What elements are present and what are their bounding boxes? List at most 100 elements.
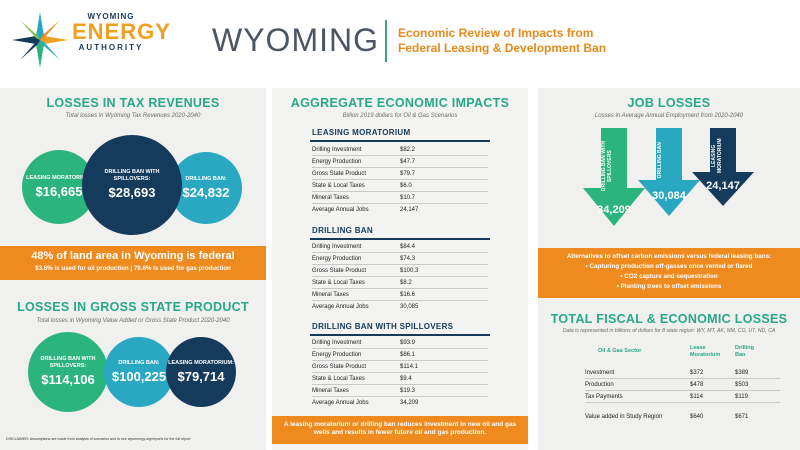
table-row: Gross State Product $114.1 (312, 362, 488, 373)
row-key: State & Local Taxes (312, 280, 365, 286)
row-key: Value added in Study Region (585, 414, 663, 420)
row-lease-value: $478 (690, 382, 704, 388)
tax-circle-drilling-ban: DRILLING BAN: $24,832 (170, 152, 242, 224)
section-rule (310, 334, 490, 336)
row-key: Average Annual Jobs (312, 207, 369, 213)
tax-circle-drilling-ban-spillovers: DRILLING BAN WITH SPILLOVERS: $28,693 (82, 135, 182, 235)
circle-value: $114,106 (41, 372, 95, 387)
arrow-label: DRILLING BAN WITH SPILLOVERS (601, 141, 613, 191)
fiscal-title: TOTAL FISCAL & ECONOMIC LOSSES (550, 312, 788, 326)
row-value: $16.6 (400, 292, 416, 298)
alternatives-item: • Planting trees to offset emissions (616, 283, 722, 290)
logo-line-1: WYOMING (87, 12, 135, 21)
logo-line-3: AUTHORITY (78, 43, 144, 52)
gsp-circle-drilling-ban-spillovers: DRILLING BAN WITH SPILLOVERS: $114,106 (28, 332, 108, 412)
arrow-drilling-ban-spillovers (583, 128, 645, 226)
header: WYOMING ENERGY AUTHORITY WYOMING Economi… (0, 0, 800, 82)
middle-panel (272, 88, 528, 450)
circle-label: DRILLING BAN: (185, 175, 227, 182)
circle-value: $16,665 (35, 183, 83, 199)
circle-label: DRILLING BAN WITH SPILLOVERS: (40, 356, 96, 369)
table-row: Average Annual Jobs 30,085 (312, 302, 488, 313)
alternatives-item: • CO2 capture and sequestration (620, 273, 718, 280)
row-ban-value: $119 (735, 394, 748, 400)
arrow-label: LEASING MORATORIUM (711, 138, 723, 174)
table-row: State & Local Taxes $8.2 (312, 278, 488, 289)
section-heading-drilling-ban-spillovers: DRILLING BAN WITH SPILLOVERS (312, 322, 454, 331)
row-ban-value: $389 (735, 370, 749, 376)
tax-revenues-subtitle: Total losses in Wyoming Tax Revenues 202… (65, 113, 201, 119)
circle-value: $79,714 (177, 368, 225, 384)
circle-value: $24,832 (182, 184, 230, 200)
row-value: 24,147 (400, 207, 419, 213)
table-row: Drilling Investment $82.2 (312, 145, 488, 156)
federal-land-detail: $3.6% is used for oil production | 78.6%… (35, 265, 231, 272)
row-key: Drilling Investment (312, 340, 362, 346)
table-row: Mineral Taxes $10.7 (312, 193, 488, 204)
row-value: $9.4 (400, 376, 412, 382)
arrow-leasing-moratorium (692, 128, 754, 206)
row-value: $82.2 (400, 147, 416, 153)
row-key: Energy Production (312, 352, 362, 358)
state-title: WYOMING (212, 22, 379, 58)
job-losses-subtitle: Losses in Average Annual Employment from… (594, 113, 744, 119)
row-key: Energy Production (312, 159, 362, 165)
fiscal-col-lease: Lease Moratorium (690, 345, 721, 358)
row-value: $74.3 (400, 256, 416, 262)
row-lease-value: $640 (690, 414, 704, 420)
table-row: Gross State Product $79.7 (312, 169, 488, 180)
arrow-value: 30,084 (652, 190, 686, 202)
arrow-value: 34,209 (597, 204, 631, 216)
alternatives-item: • Capturing production off-gasses once v… (585, 263, 753, 270)
gsp-circle-leasing-moratorium: LEASING MORATORIUM: $79,714 (166, 337, 236, 407)
row-lease-value: $114 (690, 394, 703, 400)
fiscal-total-row: Value added in Study Region $640 $671 (585, 412, 780, 423)
row-lease-value: $372 (690, 370, 704, 376)
row-key: Production (585, 382, 614, 388)
aggregate-title: AGGREGATE ECONOMIC IMPACTS (290, 96, 510, 110)
table-row: Energy Production $47.7 (312, 157, 488, 168)
row-key: Mineral Taxes (312, 388, 349, 394)
table-row: Energy Production $86.1 (312, 350, 488, 361)
review-title: Economic Review of Impacts from Federal … (398, 26, 607, 55)
row-key: Average Annual Jobs (312, 400, 369, 406)
alternatives-band: Alternatives to offset carbon emissions … (538, 248, 800, 298)
row-key: Mineral Taxes (312, 292, 349, 298)
section-rule (310, 238, 490, 240)
job-losses-title: JOB LOSSES (627, 96, 711, 110)
row-ban-value: $503 (735, 382, 749, 388)
row-key: Gross State Product (312, 268, 367, 274)
arrow-label: DRILLING BAN (657, 142, 663, 178)
section-heading-drilling-ban: DRILLING BAN (312, 226, 373, 235)
table-row: Mineral Taxes $16.6 (312, 290, 488, 301)
row-key: Mineral Taxes (312, 195, 349, 201)
row-key: Drilling Investment (312, 244, 362, 250)
fiscal-row: Production $478 $503 (585, 380, 780, 391)
aggregate-footer: A leasing moratorium or drilling ban red… (272, 416, 528, 444)
federal-land-headline: 48% of land area in Wyoming is federal (31, 250, 235, 262)
table-row: Energy Production $74.3 (312, 254, 488, 265)
row-key: Tax Payments (585, 394, 623, 400)
row-key: Average Annual Jobs (312, 304, 369, 310)
row-value: $10.7 (400, 195, 416, 201)
gsp-title: LOSSES IN GROSS STATE PRODUCT (17, 300, 249, 314)
table-row: Average Annual Jobs 24,147 (312, 205, 488, 216)
fiscal-col-sector: Oil & Gas Sector (598, 348, 642, 354)
logo-line-2: ENERGY (72, 19, 171, 44)
row-value: 34,209 (400, 400, 419, 406)
row-key: State & Local Taxes (312, 183, 365, 189)
row-value: 30,085 (400, 304, 419, 310)
table-row: State & Local Taxes $9.4 (312, 374, 488, 385)
row-value: $114.1 (400, 364, 418, 370)
row-value: $84.4 (400, 244, 416, 250)
row-key: Energy Production (312, 256, 362, 262)
aggregate-subtitle: Billion 2019 dollars for Oil & Gas Scena… (342, 113, 458, 119)
fiscal-row: Investment $372 $389 (585, 368, 780, 379)
logo-star-icon (12, 12, 68, 68)
circle-label: DRILLING BAN: (118, 359, 160, 366)
table-row: Average Annual Jobs 34,209 (312, 398, 488, 409)
section-heading-leasing-moratorium: LEASING MORATORIUM (312, 128, 411, 137)
table-row: Gross State Product $100.3 (312, 266, 488, 277)
row-value: $19.3 (400, 388, 416, 394)
row-value: $47.7 (400, 159, 416, 165)
